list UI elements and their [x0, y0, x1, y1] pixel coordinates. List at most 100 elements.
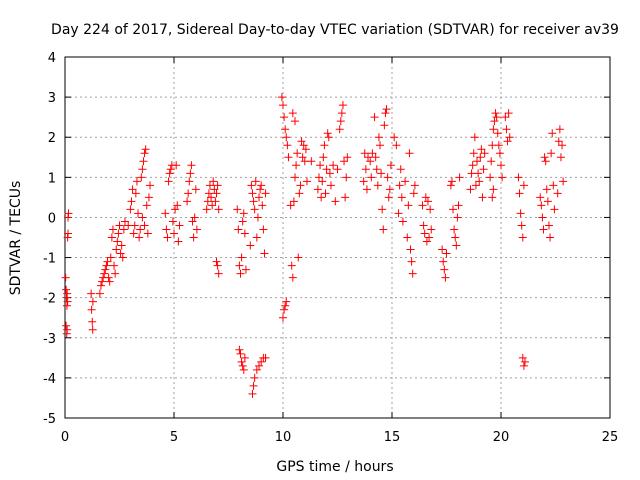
data-point — [146, 181, 155, 190]
data-point — [165, 169, 174, 178]
x-tick-label: 0 — [61, 430, 69, 445]
data-point — [422, 237, 431, 246]
data-point — [211, 197, 220, 206]
data-point — [554, 137, 563, 146]
data-point — [113, 237, 122, 246]
data-point — [337, 109, 346, 118]
data-point — [112, 245, 121, 254]
data-point — [96, 281, 105, 290]
data-point — [479, 165, 488, 174]
chart-title: Day 224 of 2017, Sidereal Day-to-day VTE… — [51, 22, 619, 38]
data-point — [488, 193, 497, 202]
data-point — [401, 177, 410, 186]
data-point — [138, 165, 147, 174]
data-point — [132, 177, 141, 186]
data-point — [280, 305, 289, 314]
data-point — [135, 233, 144, 242]
data-point — [293, 149, 302, 158]
data-point — [253, 213, 262, 222]
data-point — [395, 181, 404, 190]
data-point — [503, 137, 512, 146]
data-point — [322, 165, 331, 174]
data-point — [519, 361, 528, 370]
data-point — [515, 189, 524, 198]
data-point — [449, 205, 458, 214]
data-point — [101, 265, 110, 274]
y-tick-label: -1 — [43, 252, 56, 267]
data-point — [62, 321, 71, 330]
data-point — [259, 225, 268, 234]
data-point — [163, 233, 172, 242]
data-point — [446, 181, 455, 190]
data-point — [438, 245, 447, 254]
data-point — [116, 249, 125, 258]
data-point — [282, 297, 291, 306]
data-point — [360, 149, 369, 158]
data-point — [364, 153, 373, 162]
data-point — [289, 197, 298, 206]
data-point — [131, 189, 140, 198]
data-point — [321, 189, 330, 198]
data-point — [213, 181, 222, 190]
data-point — [392, 141, 401, 150]
data-point — [408, 269, 417, 278]
data-point — [427, 225, 436, 234]
data-point — [539, 225, 548, 234]
data-point — [137, 173, 146, 182]
data-point — [283, 141, 292, 150]
data-point — [183, 197, 192, 206]
data-point — [255, 361, 264, 370]
data-point — [63, 297, 72, 306]
data-point — [340, 157, 349, 166]
data-point — [371, 153, 380, 162]
data-point — [126, 205, 135, 214]
data-point — [452, 241, 461, 250]
data-point — [247, 181, 256, 190]
data-point — [210, 185, 219, 194]
data-point — [555, 125, 564, 134]
data-point — [277, 93, 286, 102]
data-point — [288, 273, 297, 282]
data-point — [240, 229, 249, 238]
data-point — [246, 241, 255, 250]
data-point — [329, 161, 338, 170]
data-point — [136, 225, 145, 234]
data-point — [252, 365, 261, 374]
data-point — [540, 153, 549, 162]
data-point — [502, 125, 511, 134]
data-point — [138, 213, 147, 222]
data-point — [235, 261, 244, 270]
data-point — [173, 201, 182, 210]
data-point — [98, 277, 107, 286]
data-point — [257, 357, 266, 366]
data-point — [233, 205, 242, 214]
data-point — [213, 261, 222, 270]
data-point — [477, 145, 486, 154]
data-point — [489, 185, 498, 194]
data-point — [359, 177, 368, 186]
data-point — [320, 141, 329, 150]
data-point — [492, 113, 501, 122]
data-point — [474, 169, 483, 178]
data-point — [257, 181, 266, 190]
data-point — [370, 113, 379, 122]
data-point — [469, 149, 478, 158]
data-point — [164, 177, 173, 186]
x-tick-label: 5 — [170, 430, 178, 445]
data-point — [410, 181, 419, 190]
data-point — [439, 257, 448, 266]
data-point — [120, 217, 129, 226]
data-point — [473, 157, 482, 166]
x-tick-label: 10 — [275, 430, 292, 445]
grid — [65, 57, 610, 418]
data-point — [237, 357, 246, 366]
data-point — [256, 185, 265, 194]
data-point — [342, 173, 351, 182]
data-point — [491, 109, 500, 118]
data-point — [324, 133, 333, 142]
data-point — [255, 193, 264, 202]
data-point — [343, 153, 352, 162]
data-point — [366, 157, 375, 166]
data-point — [519, 181, 528, 190]
data-point — [212, 257, 221, 266]
